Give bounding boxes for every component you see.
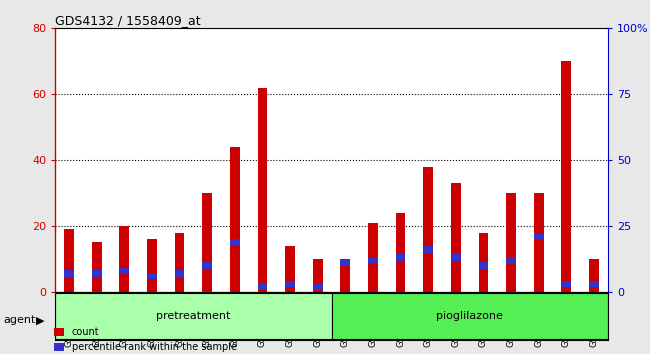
Bar: [92, 270, 101, 277]
Bar: [396, 255, 406, 261]
Bar: [506, 193, 516, 292]
Bar: [368, 223, 378, 292]
Bar: [285, 246, 295, 292]
Bar: [423, 167, 433, 292]
Bar: [589, 259, 599, 292]
Bar: [230, 147, 240, 292]
Bar: [562, 281, 571, 287]
Bar: [478, 262, 488, 269]
Bar: [175, 233, 185, 292]
Bar: [506, 257, 516, 264]
Bar: [92, 242, 101, 292]
Bar: [478, 233, 488, 292]
Text: ▶: ▶: [36, 315, 44, 325]
Bar: [341, 259, 350, 266]
Bar: [313, 283, 322, 290]
Bar: [120, 226, 129, 292]
Bar: [202, 262, 212, 269]
Bar: [285, 281, 295, 287]
Bar: [202, 193, 212, 292]
Bar: [64, 270, 74, 277]
Bar: [147, 273, 157, 279]
Bar: [562, 61, 571, 292]
Bar: [175, 270, 185, 277]
Bar: [313, 259, 322, 292]
Bar: [257, 283, 267, 290]
Bar: [423, 246, 433, 253]
Text: agent: agent: [3, 315, 36, 325]
Bar: [230, 239, 240, 245]
Bar: [341, 259, 350, 292]
Bar: [55, 293, 332, 339]
Bar: [534, 233, 543, 240]
Bar: [589, 281, 599, 287]
Bar: [257, 88, 267, 292]
Bar: [534, 193, 543, 292]
Bar: [120, 268, 129, 274]
Legend: count, percentile rank within the sample: count, percentile rank within the sample: [50, 324, 240, 354]
Bar: [64, 229, 74, 292]
Bar: [451, 255, 461, 261]
Text: GDS4132 / 1558409_at: GDS4132 / 1558409_at: [55, 14, 201, 27]
Text: pretreatment: pretreatment: [156, 311, 231, 321]
Bar: [396, 213, 406, 292]
Bar: [332, 293, 608, 339]
Bar: [368, 257, 378, 264]
Text: pioglilazone: pioglilazone: [436, 311, 503, 321]
Bar: [451, 183, 461, 292]
Bar: [147, 239, 157, 292]
